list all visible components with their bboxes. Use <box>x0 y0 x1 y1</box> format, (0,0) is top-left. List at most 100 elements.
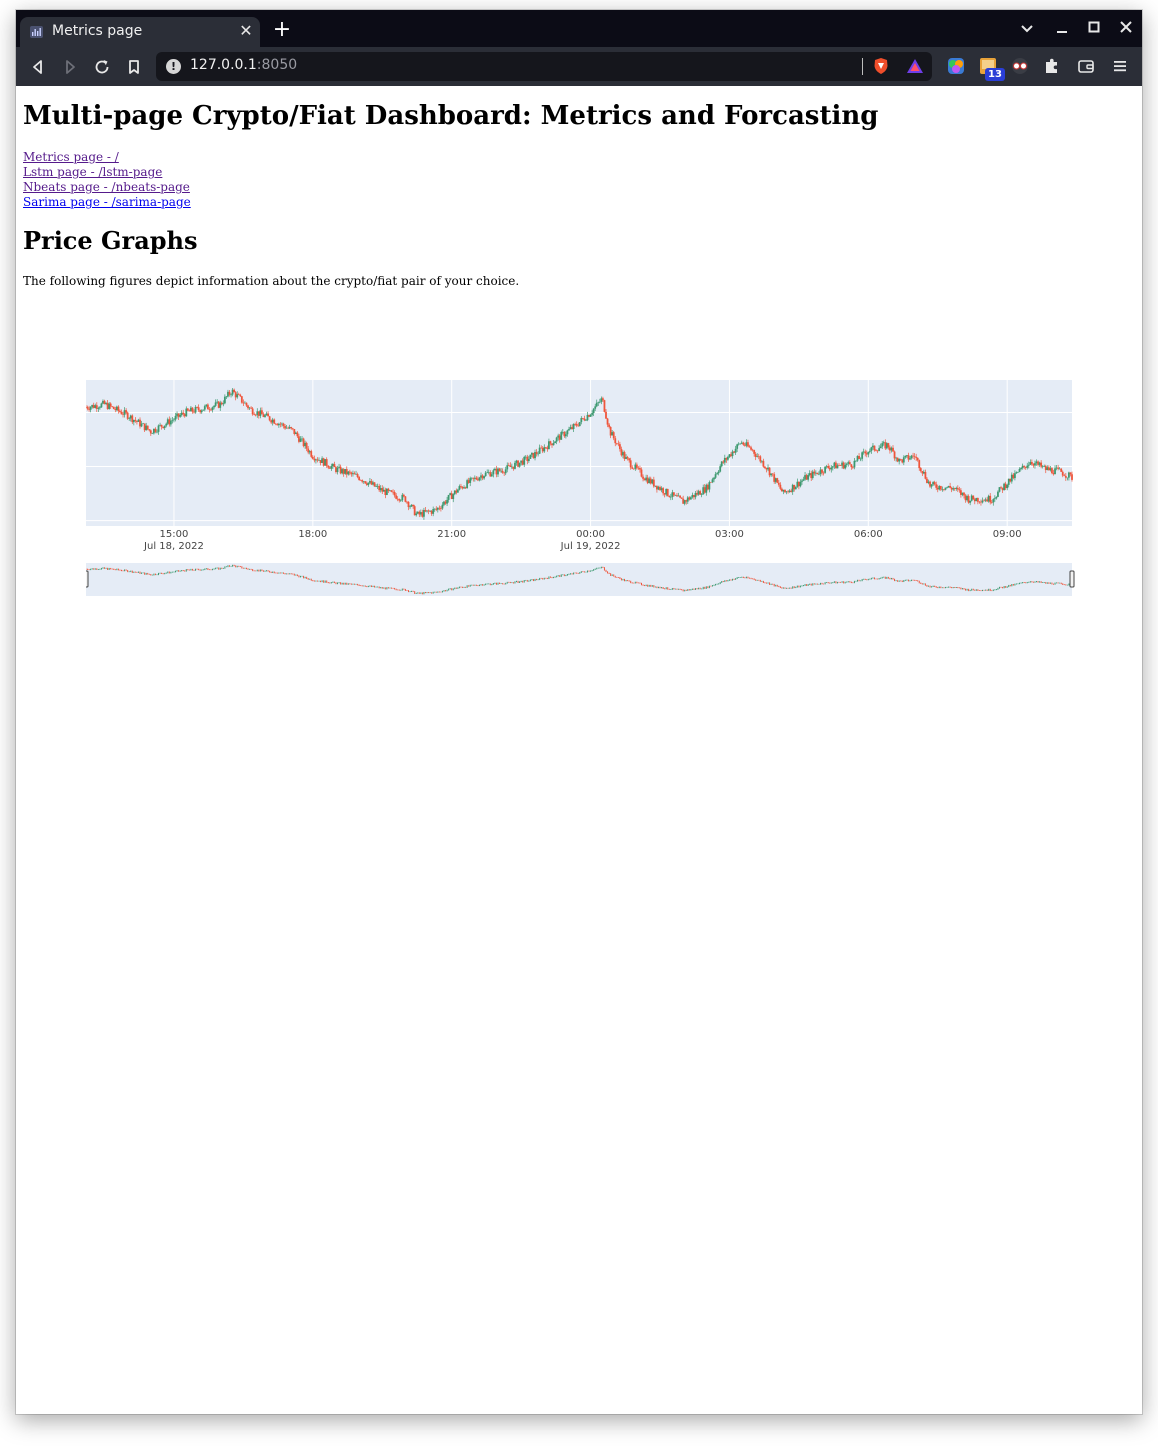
candle-body <box>740 442 743 444</box>
candle-body <box>276 424 279 426</box>
candle-body <box>987 495 990 502</box>
candle-body <box>691 494 694 498</box>
brave-rewards-icon[interactable] <box>906 57 924 75</box>
candle-body <box>932 482 935 485</box>
candle-body <box>265 413 268 416</box>
extension-badge-button[interactable]: 13 <box>979 57 1005 81</box>
candle-body <box>301 438 303 440</box>
candle-body <box>1041 466 1044 467</box>
new-tab-icon[interactable]: + <box>272 17 292 42</box>
back-icon[interactable] <box>27 56 49 78</box>
maximize-icon[interactable] <box>1083 18 1105 38</box>
candle-body <box>867 451 870 455</box>
candle-body <box>361 480 364 482</box>
extensions-puzzle-icon[interactable] <box>1043 57 1061 75</box>
candle-body <box>157 425 160 432</box>
candle-body <box>253 414 256 415</box>
candle-body <box>216 401 219 403</box>
address-bar[interactable]: ! 127.0.0.1:8050 <box>156 52 932 81</box>
url-text[interactable]: 127.0.0.1:8050 <box>190 57 297 73</box>
candle-body <box>1029 462 1032 465</box>
candle-body <box>467 480 470 483</box>
minimize-icon[interactable] <box>1051 18 1073 38</box>
candle-body <box>663 493 666 495</box>
link-sarima-page[interactable]: Sarima page - /sarima-page <box>23 195 191 209</box>
candle-body <box>838 465 840 466</box>
candle-body <box>486 472 489 474</box>
tab-close-icon[interactable]: ✕ <box>239 21 253 40</box>
candle-body <box>1046 467 1049 471</box>
candle-body <box>859 458 862 460</box>
range-handle-left[interactable] <box>86 570 89 588</box>
candle-body <box>958 489 961 491</box>
candle-body <box>898 458 901 462</box>
candle-body <box>239 394 242 397</box>
candle-body <box>748 446 751 448</box>
candle-body <box>825 466 828 467</box>
site-info-icon[interactable]: ! <box>166 59 181 74</box>
extension-glasses-icon[interactable] <box>1011 57 1029 75</box>
candle-body <box>793 484 796 490</box>
candle-body <box>487 472 490 473</box>
candle-body <box>642 476 644 479</box>
browser-toolbar: ! 127.0.0.1:8050 13 <box>16 47 1142 86</box>
candle-body <box>407 501 410 508</box>
candle-body <box>645 477 648 481</box>
candle-body <box>821 469 823 473</box>
candle-body <box>581 418 584 419</box>
x-tick-label: 03:00 <box>715 529 744 540</box>
tab-list-chevron-icon[interactable] <box>1016 18 1038 38</box>
candle-body <box>794 486 797 490</box>
candle-body <box>723 457 726 463</box>
candle-body <box>450 493 453 500</box>
forward-icon[interactable] <box>59 56 81 78</box>
brave-shields-icon[interactable] <box>872 57 890 75</box>
plot-area[interactable] <box>86 380 1072 526</box>
candle-body <box>822 472 825 474</box>
candle-body <box>617 443 620 445</box>
candle-body <box>119 410 121 412</box>
browser-window: Metrics page ✕ + ! <box>16 10 1142 1414</box>
range-slider[interactable] <box>86 563 1072 596</box>
candle-body <box>154 428 157 432</box>
reload-icon[interactable] <box>91 56 113 78</box>
bookmark-icon[interactable] <box>123 56 145 78</box>
browser-tab[interactable]: Metrics page ✕ <box>20 17 260 47</box>
candle-body <box>921 471 924 474</box>
range-slider-handles[interactable] <box>86 570 1075 588</box>
candle-body <box>285 427 288 429</box>
candle-body <box>855 460 857 462</box>
candle-body <box>1057 467 1060 469</box>
wallet-icon[interactable] <box>1077 57 1095 75</box>
candle-body <box>998 487 1001 492</box>
candle-body <box>469 478 472 483</box>
axes: 5.65.8615:0018:0021:0000:0003:0006:0009:… <box>143 529 1022 552</box>
candle-body <box>379 488 382 491</box>
menu-icon[interactable] <box>1111 57 1129 75</box>
candle-body <box>509 465 512 467</box>
candle-body <box>325 459 328 466</box>
link-nbeats-page[interactable]: Nbeats page - /nbeats-page <box>23 180 190 194</box>
candle-body <box>244 402 246 404</box>
candle-body <box>611 432 614 436</box>
close-window-icon[interactable] <box>1115 18 1137 38</box>
candle-body <box>458 486 461 490</box>
candle-body <box>168 419 171 425</box>
candle-body <box>183 414 186 417</box>
link-metrics-page[interactable]: Metrics page - / <box>23 150 119 164</box>
candle-body <box>980 501 982 503</box>
candlestick-chart[interactable]: 5.65.8615:0018:0021:0000:0003:0006:0009:… <box>86 380 1076 598</box>
link-lstm-page[interactable]: Lstm page - /lstm-page <box>23 165 163 179</box>
candle-body <box>1030 462 1033 465</box>
candle-body <box>477 479 479 481</box>
candle-body <box>291 428 294 429</box>
candle-body <box>177 413 180 417</box>
range-handle-right[interactable] <box>1069 570 1075 588</box>
candle-body <box>375 486 377 487</box>
tab-title: Metrics page <box>52 23 143 39</box>
candle-body <box>872 445 874 448</box>
extension-colorful-icon[interactable] <box>947 57 965 75</box>
candle-body <box>765 468 768 470</box>
candle-body <box>993 498 996 500</box>
x-tick-label: 21:00 <box>437 529 466 540</box>
